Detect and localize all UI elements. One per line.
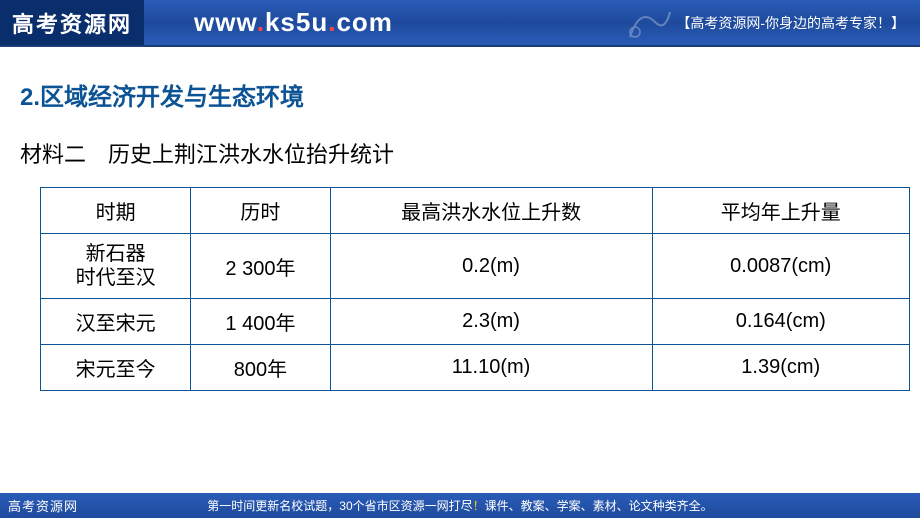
col-header-duration: 历时 <box>191 188 330 234</box>
footer-text-before: 第一时间更新名校试题，30个省市区资源一网打尽 <box>207 497 472 514</box>
cell-avg: 1.39(cm) <box>652 345 910 391</box>
url-suffix: com <box>336 7 392 37</box>
cell-duration: 1 400年 <box>191 299 330 345</box>
cell-avg: 0.164(cm) <box>652 299 910 345</box>
table-header-row: 时期 历时 最高洪水水位上升数 平均年上升量 <box>41 188 910 234</box>
swirl-decoration <box>620 2 680 45</box>
cell-rise: 0.2(m) <box>330 234 652 299</box>
table-body: 新石器时代至汉 2 300年 0.2(m) 0.0087(cm) 汉至宋元 1 … <box>41 234 910 391</box>
cell-duration: 800年 <box>191 345 330 391</box>
table-row: 新石器时代至汉 2 300年 0.2(m) 0.0087(cm) <box>41 234 910 299</box>
bottom-banner: 高考资源网 第一时间更新名校试题，30个省市区资源一网打尽！课件、教案、学案、素… <box>0 493 920 518</box>
site-url: www.ks5u.com <box>194 7 393 38</box>
cell-period: 汉至宋元 <box>41 299 191 345</box>
url-dot1: . <box>257 7 265 37</box>
cell-avg: 0.0087(cm) <box>652 234 910 299</box>
col-header-period: 时期 <box>41 188 191 234</box>
content-area: 2.区域经济开发与生态环境 材料二 历史上荆江洪水水位抬升统计 时期 历时 最高… <box>0 47 920 411</box>
url-prefix: www <box>194 7 257 37</box>
banner-tagline: 【高考资源网-你身边的高考专家！】 <box>676 13 905 33</box>
section-heading: 2.区域经济开发与生态环境 <box>20 77 900 112</box>
cell-period: 新石器时代至汉 <box>41 234 191 299</box>
logo-text: 高考资源网 <box>12 7 132 39</box>
cell-rise: 2.3(m) <box>330 299 652 345</box>
section-subtitle: 材料二 历史上荆江洪水水位抬升统计 <box>20 137 900 169</box>
col-header-avg: 平均年上升量 <box>652 188 910 234</box>
footer-logo: 高考资源网 <box>8 496 78 515</box>
table-row: 宋元至今 800年 11.10(m) 1.39(cm) <box>41 345 910 391</box>
footer-highlight: ！ <box>473 497 485 514</box>
col-header-rise: 最高洪水水位上升数 <box>330 188 652 234</box>
logo-box: 高考资源网 <box>0 0 144 45</box>
flood-data-table: 时期 历时 最高洪水水位上升数 平均年上升量 新石器时代至汉 2 300年 0.… <box>40 187 910 391</box>
top-banner: 高考资源网 www.ks5u.com 【高考资源网-你身边的高考专家！】 <box>0 0 920 47</box>
cell-period: 宋元至今 <box>41 345 191 391</box>
cell-duration: 2 300年 <box>191 234 330 299</box>
url-mid: ks5u <box>265 7 328 37</box>
cell-rise: 11.10(m) <box>330 345 652 391</box>
footer-text-after: 课件、教案、学案、素材、论文种类齐全。 <box>485 497 713 514</box>
table-row: 汉至宋元 1 400年 2.3(m) 0.164(cm) <box>41 299 910 345</box>
